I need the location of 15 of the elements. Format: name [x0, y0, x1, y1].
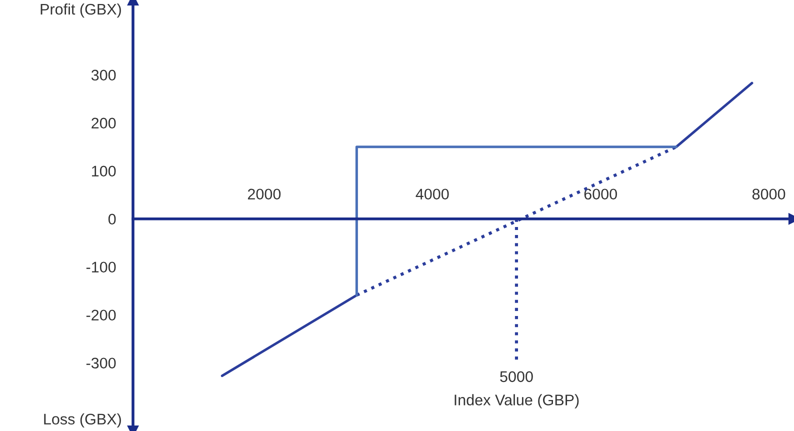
- x-tick-label: 8000: [752, 188, 786, 200]
- y-tick-label: 200: [92, 118, 116, 129]
- text: Loss (GBX): [44, 413, 121, 428]
- x-tick-label: 6000: [584, 188, 617, 200]
- x-tick-label: 2000: [248, 188, 281, 200]
- y-tick-label: -100: [86, 262, 116, 273]
- annotation: 5000: [500, 371, 533, 382]
- x-axis-title: Index Value (GBP): [454, 394, 579, 408]
- y-tick-label: 100: [92, 166, 116, 177]
- y-tick-label: 0: [108, 214, 116, 225]
- y-tick-label: 300: [91, 70, 116, 81]
- x-tick-label: 4000: [416, 188, 449, 200]
- y-tick-label: -200: [86, 310, 116, 321]
- y-axis-title: Profit (GBX): [40, 3, 121, 18]
- y-tick-label: -300: [86, 358, 116, 369]
